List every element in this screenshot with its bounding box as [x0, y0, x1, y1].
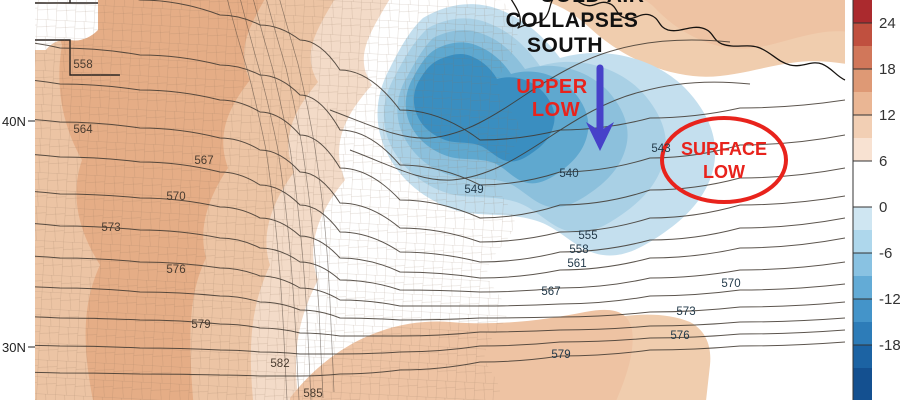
svg-text:576: 576 [166, 264, 185, 276]
svg-text:558: 558 [569, 244, 588, 256]
svg-text:24: 24 [879, 15, 896, 32]
svg-text:SURFACE: SURFACE [681, 139, 767, 159]
svg-text:564: 564 [73, 124, 93, 136]
svg-text:SOUTH: SOUTH [527, 34, 603, 57]
svg-text:561: 561 [567, 258, 586, 270]
svg-text:-6: -6 [879, 245, 892, 262]
svg-text:549: 549 [464, 184, 483, 196]
svg-text:543: 543 [651, 143, 670, 155]
svg-text:40N: 40N [2, 114, 26, 129]
svg-text:UPPER: UPPER [516, 76, 587, 98]
svg-text:30N: 30N [2, 340, 26, 355]
svg-text:0: 0 [879, 199, 887, 216]
svg-text:579: 579 [551, 349, 570, 361]
svg-text:558: 558 [73, 59, 92, 71]
svg-text:555: 555 [578, 230, 597, 242]
svg-text:570: 570 [166, 191, 185, 203]
svg-text:6: 6 [879, 153, 887, 170]
svg-text:573: 573 [101, 222, 120, 234]
svg-text:LOW: LOW [532, 99, 580, 121]
svg-text:-12: -12 [879, 291, 900, 308]
svg-text:18: 18 [879, 61, 896, 78]
svg-text:582: 582 [270, 358, 289, 370]
svg-text:-18: -18 [879, 337, 900, 354]
svg-text:579: 579 [191, 319, 210, 331]
svg-text:567: 567 [541, 286, 560, 298]
svg-text:570: 570 [721, 278, 740, 290]
svg-text:567: 567 [194, 155, 213, 167]
svg-text:COLD AIR: COLD AIR [540, 0, 645, 7]
svg-text:LOW: LOW [703, 162, 745, 182]
svg-text:12: 12 [879, 107, 896, 124]
svg-text:COLLAPSES: COLLAPSES [506, 9, 639, 32]
svg-text:576: 576 [670, 330, 689, 342]
svg-text:573: 573 [676, 306, 695, 318]
svg-text:540: 540 [559, 168, 578, 180]
svg-text:585: 585 [303, 388, 322, 400]
